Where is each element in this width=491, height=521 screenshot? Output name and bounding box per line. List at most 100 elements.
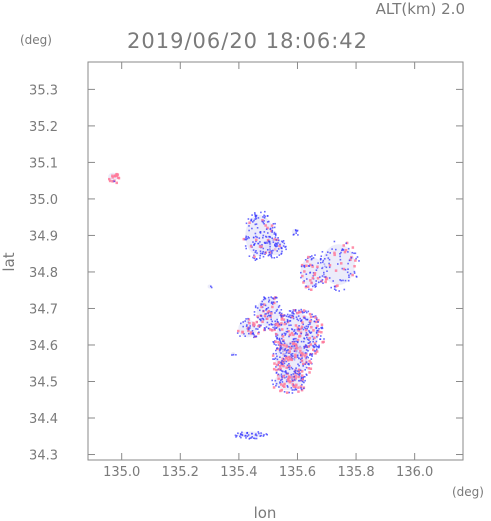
echo-point	[272, 326, 274, 329]
echo-point	[284, 370, 287, 372]
echo-point	[288, 365, 291, 368]
echo-point	[316, 265, 319, 268]
echo-point	[315, 280, 317, 282]
echo-point	[295, 316, 298, 318]
echo-point	[339, 255, 341, 258]
echo-point	[275, 234, 277, 236]
echo-point	[305, 264, 308, 267]
echo-point	[265, 309, 267, 311]
echo-point	[354, 259, 357, 262]
echo-point	[306, 346, 308, 349]
echo-point	[274, 296, 277, 299]
echo-point	[245, 222, 248, 225]
echo-point	[291, 368, 294, 370]
echo-point	[291, 353, 294, 355]
echo-point	[267, 240, 270, 242]
echo-point	[231, 354, 233, 356]
echo-point	[293, 330, 295, 333]
echo-point	[256, 307, 259, 309]
echo-point	[345, 242, 347, 245]
echo-point	[292, 309, 295, 311]
echo-point	[284, 321, 286, 323]
echo-point	[295, 337, 297, 340]
y-tick-label: 35.2	[29, 120, 58, 135]
echo-point	[290, 354, 293, 357]
echo-point	[264, 313, 266, 315]
echo-point	[305, 357, 307, 359]
echo-point	[304, 285, 308, 289]
echo-point	[314, 316, 317, 319]
echo-point	[312, 272, 315, 274]
echo-point	[335, 289, 337, 291]
echo-point	[285, 371, 287, 373]
echo-point	[281, 357, 284, 360]
echo-point	[313, 320, 316, 323]
echo-point	[111, 174, 114, 177]
echo-point	[307, 326, 309, 328]
echo-point	[264, 327, 266, 330]
echo-point	[353, 252, 355, 255]
echo-point	[293, 389, 295, 391]
echo-point	[261, 219, 264, 222]
echo-point	[355, 276, 358, 278]
echo-point	[309, 353, 312, 355]
echo-point	[247, 434, 250, 436]
echo-point	[315, 331, 318, 334]
echo-point	[309, 341, 311, 343]
echo-point	[285, 245, 287, 248]
echo-point	[293, 337, 296, 340]
echo-point	[306, 285, 310, 288]
echo-point	[262, 221, 265, 224]
echo-point	[307, 342, 310, 344]
echo-point	[265, 308, 268, 310]
echo-point	[290, 374, 293, 376]
echo-point	[267, 309, 271, 313]
echo-point	[285, 315, 288, 317]
echo-point	[311, 276, 315, 280]
echo-point	[320, 331, 323, 334]
echo-point	[312, 274, 315, 277]
echo-point	[281, 375, 283, 377]
echo-point	[287, 355, 291, 359]
echo-point	[270, 296, 272, 298]
echo-point	[347, 268, 349, 270]
echo-point	[257, 328, 259, 330]
echo-point	[320, 279, 323, 283]
echo-point	[259, 241, 261, 243]
echo-point	[315, 340, 318, 343]
echo-point	[296, 354, 299, 356]
echo-point	[267, 306, 270, 309]
echo-point	[333, 253, 336, 257]
echo-point	[321, 251, 324, 253]
echo-point	[237, 432, 239, 434]
echo-point	[320, 323, 324, 326]
echo-point	[276, 243, 278, 246]
echo-point	[270, 301, 273, 303]
echo-point	[312, 340, 314, 343]
echo-point	[273, 257, 276, 259]
echo-point	[333, 285, 336, 288]
echo-point	[278, 337, 281, 340]
echo-point	[340, 262, 343, 265]
echo-point	[274, 232, 277, 235]
echo-point	[324, 276, 327, 278]
echo-point	[254, 232, 257, 235]
echo-point	[328, 277, 331, 279]
echo-point	[307, 350, 309, 352]
echo-point	[317, 262, 319, 264]
echo-point	[258, 432, 260, 435]
echo-point	[338, 290, 340, 292]
echo-point	[251, 432, 253, 435]
echo-point	[299, 369, 302, 371]
echo-point	[312, 257, 315, 259]
echo-point	[303, 337, 305, 339]
echo-point	[276, 358, 279, 361]
echo-point	[280, 253, 282, 255]
echo-point	[247, 236, 249, 238]
echo-point	[292, 338, 295, 340]
echo-point	[294, 369, 297, 372]
echo-point	[282, 315, 285, 317]
echo-point	[293, 370, 295, 373]
echo-point	[283, 349, 286, 351]
echo-point	[281, 314, 283, 317]
